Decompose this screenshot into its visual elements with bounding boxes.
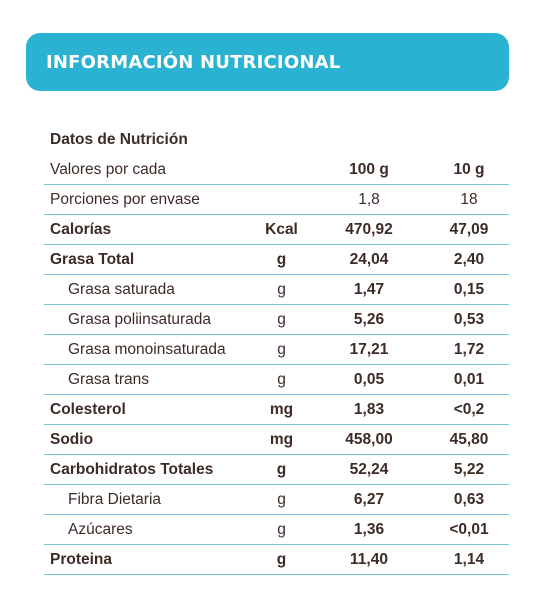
nutrition-table: Datos de Nutrición Valores por cada 100 … bbox=[44, 124, 509, 575]
nutrient-value-100g: 6,27 bbox=[353, 490, 385, 508]
nutrient-name: Grasa monoinsaturada bbox=[68, 340, 226, 358]
nutrient-value-100g: 1,36 bbox=[353, 520, 385, 538]
page-title: INFORMACIÓN NUTRICIONAL bbox=[46, 51, 341, 73]
table-row: Grasa monoinsaturada g 17,21 1,72 bbox=[44, 335, 509, 365]
per-label: Valores por cada bbox=[50, 160, 167, 178]
col-b-header: 10 g bbox=[453, 160, 485, 178]
table-row: Grasa trans g 0,05 0,01 bbox=[44, 365, 509, 395]
nutrient-value-10g: 0,63 bbox=[453, 490, 485, 508]
nutrient-name: Sodio bbox=[50, 430, 94, 448]
table-row: Calorías Kcal 470,92 47,09 bbox=[44, 215, 509, 245]
nutrient-value-10g: 1,72 bbox=[453, 340, 485, 358]
nutrient-rows: Calorías Kcal 470,92 47,09 Grasa Total g 24,04… bbox=[44, 215, 509, 575]
nutrient-name: Grasa Total bbox=[50, 250, 135, 268]
servings-label: Porciones por envase bbox=[50, 190, 200, 208]
nutrient-name: Carbohidratos Totales bbox=[50, 460, 214, 478]
title-banner: INFORMACIÓN NUTRICIONAL bbox=[26, 33, 509, 91]
table-row: Grasa saturada g 1,47 0,15 bbox=[44, 275, 509, 305]
nutrient-unit: Kcal bbox=[265, 220, 298, 238]
nutrient-value-100g: 52,24 bbox=[349, 460, 389, 478]
nutrient-name: Grasa trans bbox=[68, 370, 149, 388]
col-a-header: 100 g bbox=[349, 160, 389, 178]
nutrient-name: Grasa saturada bbox=[68, 280, 175, 298]
table-header: Datos de Nutrición bbox=[50, 130, 188, 148]
nutrient-value-10g: 45,80 bbox=[449, 430, 489, 448]
nutrient-unit: g bbox=[277, 340, 286, 358]
table-row: Sodio mg 458,00 45,80 bbox=[44, 425, 509, 455]
table-row: Grasa Total g 24,04 2,40 bbox=[44, 245, 509, 275]
nutrient-value-10g: 47,09 bbox=[449, 220, 489, 238]
nutrient-value-100g: 17,21 bbox=[349, 340, 389, 358]
nutrient-value-100g: 1,83 bbox=[353, 400, 385, 418]
nutrient-name: Fibra Dietaria bbox=[68, 490, 162, 508]
per-row: Valores por cada 100 g 10 g bbox=[44, 155, 509, 185]
nutrient-unit: g bbox=[277, 280, 286, 298]
nutrient-value-10g: 1,14 bbox=[453, 550, 485, 568]
nutrient-value-100g: 11,40 bbox=[350, 550, 388, 568]
nutrient-value-10g: 0,53 bbox=[453, 310, 485, 328]
nutrient-value-100g: 458,00 bbox=[345, 430, 393, 448]
nutrient-name: Proteina bbox=[50, 550, 113, 568]
nutrient-unit: g bbox=[277, 490, 286, 508]
table-row: Grasa poliinsaturada g 5,26 0,53 bbox=[44, 305, 509, 335]
nutrient-unit: g bbox=[277, 310, 286, 328]
nutrient-value-10g: 5,22 bbox=[453, 460, 485, 478]
nutrient-value-10g: 2,40 bbox=[453, 250, 485, 268]
nutrient-value-10g: 0,15 bbox=[453, 280, 485, 298]
nutrient-value-10g: <0,01 bbox=[449, 520, 489, 538]
nutrient-value-100g: 24,04 bbox=[349, 250, 389, 268]
nutrient-unit: g bbox=[276, 550, 287, 568]
nutrient-unit: g bbox=[277, 370, 286, 388]
table-row: Colesterol mg 1,83 <0,2 bbox=[44, 395, 509, 425]
servings-a: 1,8 bbox=[358, 190, 380, 208]
nutrient-value-10g: <0,2 bbox=[453, 400, 485, 418]
table-row: Proteina g 11,40 1,14 bbox=[44, 545, 509, 575]
table-row: Fibra Dietaria g 6,27 0,63 bbox=[44, 485, 509, 515]
servings-row: Porciones por envase 1,8 18 bbox=[44, 185, 509, 215]
table-row: Carbohidratos Totales g 52,24 5,22 bbox=[44, 455, 509, 485]
nutrient-value-100g: 5,26 bbox=[353, 310, 385, 328]
nutrient-value-10g: 0,01 bbox=[453, 370, 485, 388]
nutrient-value-100g: 470,92 bbox=[345, 220, 393, 238]
nutrient-value-100g: 1,47 bbox=[353, 280, 385, 298]
nutrient-name: Grasa poliinsaturada bbox=[68, 310, 212, 328]
nutrient-unit: g bbox=[277, 520, 286, 538]
servings-b: 18 bbox=[460, 190, 478, 208]
nutrient-name: Colesterol bbox=[50, 400, 126, 418]
table-row: Azúcares g 1,36 <0,01 bbox=[44, 515, 509, 545]
nutrient-name: Calorías bbox=[50, 220, 112, 238]
table-header-row: Datos de Nutrición bbox=[44, 124, 509, 155]
nutrient-unit: mg bbox=[269, 400, 294, 418]
nutrient-unit: g bbox=[276, 460, 287, 478]
nutrient-unit: mg bbox=[269, 430, 294, 448]
nutrient-unit: g bbox=[276, 250, 287, 268]
nutrient-name: Azúcares bbox=[68, 520, 133, 538]
nutrient-value-100g: 0,05 bbox=[353, 370, 385, 388]
